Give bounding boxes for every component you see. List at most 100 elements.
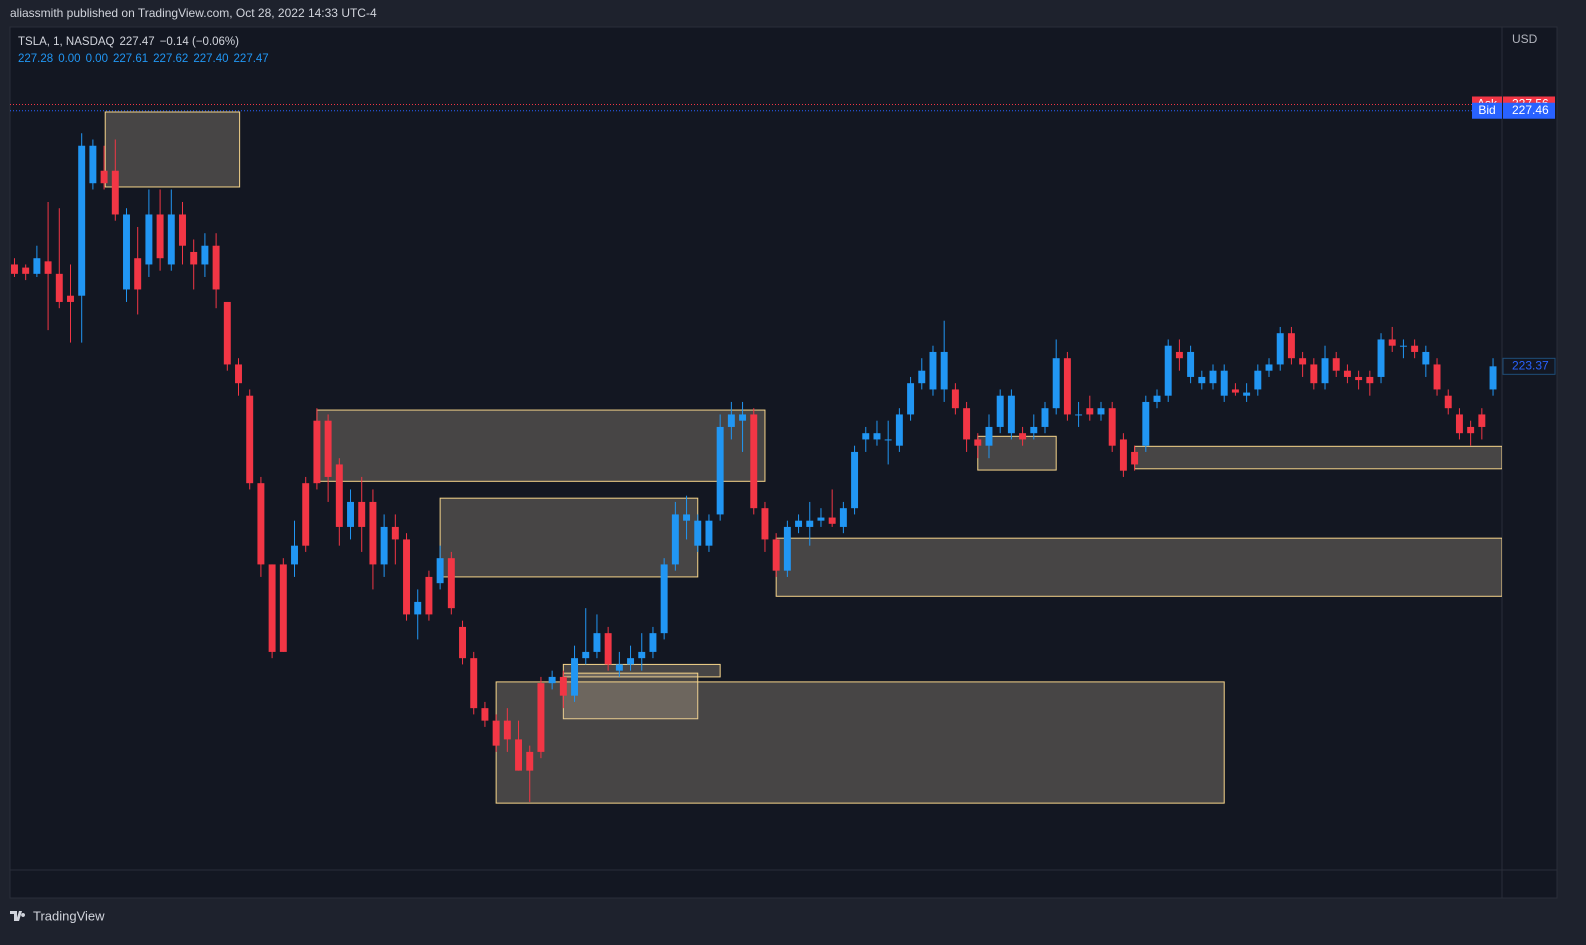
- header-title: aliassmith published on TradingView.com,…: [10, 6, 377, 20]
- candle-body: [22, 267, 30, 274]
- candle-body: [795, 520, 803, 527]
- legend-change: −0.14 (−0.06%): [159, 36, 239, 48]
- candle-body: [604, 633, 612, 665]
- candle-body: [862, 433, 870, 440]
- candle-body: [55, 273, 63, 302]
- candle-body: [783, 526, 791, 571]
- candle-body: [1019, 433, 1027, 440]
- legend-value: 0.00: [85, 53, 108, 65]
- candle-body: [615, 664, 623, 671]
- candle-body: [391, 526, 399, 540]
- candle-body: [1142, 401, 1150, 446]
- candle-body: [1108, 408, 1116, 446]
- candle-body: [1433, 364, 1441, 390]
- legend-value: 227.47: [233, 53, 269, 65]
- candle-body: [705, 520, 713, 546]
- candle-body: [660, 564, 668, 634]
- candle-body: [1310, 364, 1318, 384]
- candle-body: [1041, 408, 1049, 427]
- candle-body: [649, 633, 657, 652]
- candle-body: [985, 426, 993, 446]
- candle-body: [1399, 345, 1407, 347]
- candle-body: [929, 351, 937, 390]
- legend: TSLA, 1, NASDAQ 227.47 −0.14 (−0.06%) 227.…: [18, 34, 274, 68]
- candle-body: [67, 295, 74, 302]
- candle-body: [11, 264, 18, 274]
- legend-values: 227.28 0.00 0.00 227.61 227.62 227.40 227.47: [18, 51, 274, 68]
- candle-body: [313, 420, 321, 484]
- candle-body: [1343, 370, 1351, 377]
- candle-body: [1164, 345, 1172, 396]
- candle-body: [33, 258, 41, 274]
- candle-body: [1276, 333, 1284, 365]
- candle-body: [1086, 408, 1094, 415]
- chart-panel: [9, 26, 1558, 899]
- legend-value: 227.40: [193, 53, 229, 65]
- candle-body: [884, 439, 892, 441]
- candle-body: [1478, 414, 1486, 427]
- candle-body: [1467, 426, 1475, 434]
- candle-body: [526, 751, 534, 771]
- zone: [316, 409, 766, 482]
- candle-body: [302, 483, 310, 546]
- zone: [104, 111, 241, 188]
- candle-body: [839, 508, 847, 527]
- candle-body: [425, 576, 433, 615]
- candle-body: [1175, 351, 1183, 359]
- candle-body: [246, 395, 254, 484]
- candle-body: [806, 520, 814, 527]
- candle-body: [1422, 351, 1430, 365]
- candle-body: [324, 420, 332, 477]
- candle-body: [481, 708, 489, 721]
- candle-body: [123, 214, 130, 290]
- bid-price: 227.46: [1512, 103, 1549, 117]
- candle-body: [1007, 395, 1015, 434]
- candle-body: [1265, 364, 1273, 371]
- candle-body: [951, 389, 959, 409]
- candle-body: [403, 539, 410, 615]
- candle-body: [492, 720, 500, 746]
- candle-body: [1254, 370, 1262, 390]
- candle-body: [111, 170, 119, 215]
- candle-body: [78, 145, 86, 296]
- legend-value: 227.61: [112, 53, 149, 65]
- candle-body: [145, 214, 153, 265]
- candle-body: [727, 414, 735, 427]
- candle-body: [716, 426, 724, 515]
- candle-body: [817, 517, 825, 521]
- candle-body: [347, 501, 354, 527]
- candle-body: [918, 370, 926, 384]
- legend-value: 227.62: [153, 53, 189, 65]
- candle-body: [1052, 358, 1060, 409]
- candle-body: [1455, 414, 1463, 434]
- candle-body: [548, 676, 556, 684]
- candle-body: [907, 383, 915, 415]
- candle-body: [515, 739, 523, 771]
- candle-body: [1075, 414, 1083, 416]
- candle-body: [694, 520, 702, 546]
- candle-body: [44, 261, 52, 274]
- candle-body: [100, 170, 108, 184]
- zone: [775, 537, 1502, 597]
- candle-body: [1231, 389, 1239, 393]
- candle-body: [1187, 351, 1195, 377]
- candle-body: [503, 720, 511, 740]
- candle-body: [470, 658, 478, 709]
- zone: [439, 497, 699, 578]
- candle-body: [190, 251, 198, 265]
- legend-value: 0.00: [58, 53, 81, 65]
- candle-body: [1153, 395, 1161, 402]
- candle-body: [638, 651, 646, 659]
- candle-body: [268, 564, 276, 652]
- candle-body: [750, 414, 758, 509]
- currency-label: USD: [1512, 32, 1538, 46]
- candle-body: [358, 501, 366, 527]
- candle-body: [1243, 392, 1251, 396]
- candle-body: [974, 439, 982, 446]
- candle-body: [1131, 451, 1139, 465]
- candle-body: [235, 364, 242, 384]
- candle-body: [582, 651, 590, 659]
- candle-body: [380, 526, 388, 565]
- candle-body: [671, 514, 679, 565]
